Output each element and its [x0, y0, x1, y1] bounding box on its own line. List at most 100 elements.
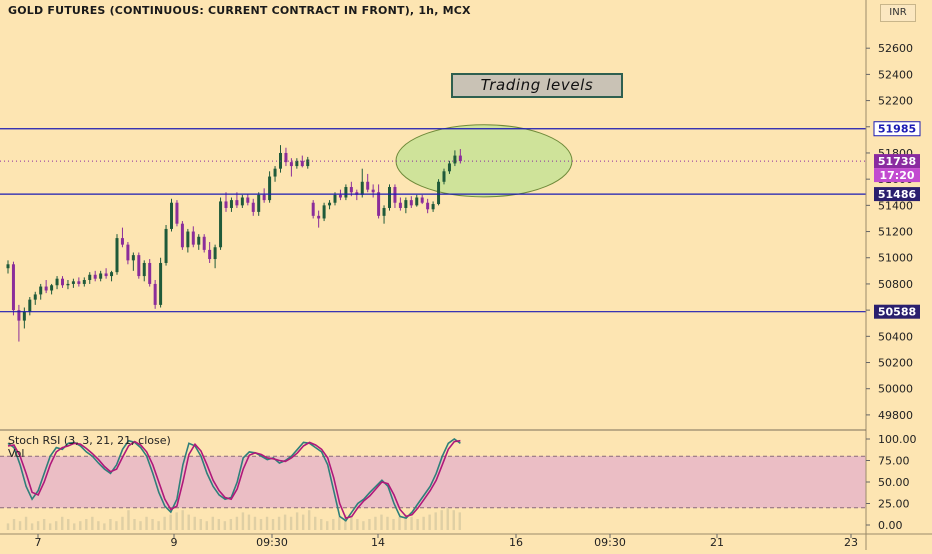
- candle-body[interactable]: [202, 236, 206, 250]
- candle-body[interactable]: [17, 310, 21, 321]
- candle-body[interactable]: [366, 181, 370, 190]
- candle-body[interactable]: [170, 202, 173, 229]
- candle-body[interactable]: [71, 281, 75, 284]
- candle-body[interactable]: [104, 273, 108, 277]
- candle-body[interactable]: [28, 299, 32, 312]
- volume-bar: [91, 516, 94, 530]
- candle-body[interactable]: [50, 285, 54, 291]
- candle-body[interactable]: [420, 197, 424, 203]
- candle-body[interactable]: [148, 262, 152, 284]
- candle-body[interactable]: [11, 264, 15, 311]
- candle-body[interactable]: [349, 187, 353, 193]
- candle-body[interactable]: [6, 264, 10, 269]
- candle-body[interactable]: [88, 274, 92, 281]
- candle-body[interactable]: [240, 197, 244, 206]
- time-tick-label: 09:30: [256, 536, 288, 549]
- candle-body[interactable]: [360, 181, 364, 195]
- candle-body[interactable]: [175, 202, 179, 224]
- indicator-tick-label: 75.00: [878, 455, 910, 468]
- candle-body[interactable]: [137, 255, 141, 277]
- candle-body[interactable]: [442, 171, 446, 182]
- candle-body[interactable]: [371, 189, 375, 193]
- candle-body[interactable]: [338, 194, 342, 198]
- candle-body[interactable]: [22, 311, 26, 321]
- volume-bar: [380, 514, 383, 530]
- candle-body[interactable]: [409, 200, 413, 206]
- candle-body[interactable]: [246, 197, 250, 203]
- candle-body[interactable]: [415, 197, 419, 206]
- candle-body[interactable]: [306, 159, 310, 167]
- candle-body[interactable]: [66, 283, 70, 286]
- candle-body[interactable]: [126, 244, 130, 261]
- candle-body[interactable]: [131, 255, 135, 261]
- candle-body[interactable]: [447, 163, 451, 172]
- candle-body[interactable]: [289, 162, 293, 167]
- candle-body[interactable]: [333, 194, 337, 203]
- candle-body[interactable]: [437, 181, 441, 205]
- stoch-rsi-label[interactable]: Stoch RSI (3, 3, 21, 21, close): [8, 434, 171, 447]
- volume-label[interactable]: Vol: [8, 447, 25, 460]
- candle-body[interactable]: [322, 205, 326, 219]
- candle-body[interactable]: [224, 201, 228, 208]
- candle-body[interactable]: [388, 187, 391, 208]
- candle-body[interactable]: [93, 274, 97, 279]
- trading-levels-annotation[interactable]: Trading levels: [451, 73, 623, 98]
- candle-body[interactable]: [99, 273, 103, 279]
- candle-body[interactable]: [458, 155, 462, 162]
- price-tick-label: 50800: [878, 278, 913, 291]
- candle-body[interactable]: [82, 280, 86, 284]
- candle-body[interactable]: [142, 262, 146, 277]
- candle-body[interactable]: [219, 201, 223, 248]
- candle-body[interactable]: [110, 272, 114, 277]
- candle-body[interactable]: [328, 202, 332, 206]
- candle-body[interactable]: [344, 187, 348, 198]
- candle-body[interactable]: [229, 200, 233, 208]
- indicator-tick-label: 100.00: [878, 433, 917, 446]
- candle-body[interactable]: [382, 207, 386, 216]
- candle-body[interactable]: [115, 238, 119, 273]
- candle-body[interactable]: [159, 262, 163, 305]
- candle-body[interactable]: [213, 247, 217, 260]
- candle-body[interactable]: [268, 176, 272, 201]
- candle-body[interactable]: [186, 231, 190, 248]
- candle-body[interactable]: [431, 204, 435, 210]
- candle-body[interactable]: [153, 283, 157, 305]
- candle-body[interactable]: [257, 194, 261, 212]
- time-tick-label: 09:30: [594, 536, 626, 549]
- candle-body[interactable]: [377, 192, 381, 216]
- candle-body[interactable]: [44, 286, 48, 291]
- candle-body[interactable]: [120, 238, 124, 245]
- candle-body[interactable]: [235, 200, 239, 206]
- candle-body[interactable]: [39, 286, 43, 295]
- candle-body[interactable]: [273, 168, 277, 177]
- candle-body[interactable]: [426, 202, 430, 210]
- volume-bar: [416, 519, 419, 530]
- candle-body[interactable]: [393, 187, 397, 203]
- volume-bar: [271, 519, 275, 530]
- currency-badge[interactable]: INR: [880, 4, 916, 22]
- candle-body[interactable]: [191, 231, 195, 245]
- candle-body[interactable]: [180, 223, 184, 248]
- candle-body[interactable]: [55, 278, 59, 286]
- candle-body[interactable]: [311, 202, 315, 216]
- candle-body[interactable]: [398, 202, 402, 208]
- candle-body[interactable]: [61, 278, 64, 286]
- candle-body[interactable]: [317, 215, 321, 219]
- candle-body[interactable]: [208, 249, 212, 260]
- candle-body[interactable]: [295, 160, 299, 167]
- candle-body[interactable]: [284, 152, 288, 163]
- candle-body[interactable]: [262, 194, 266, 201]
- candle-body[interactable]: [77, 281, 81, 284]
- stoch-series-line[interactable]: [7, 439, 461, 520]
- candle-body[interactable]: [404, 200, 408, 208]
- candle-body[interactable]: [164, 228, 168, 263]
- candle-body[interactable]: [251, 202, 255, 212]
- candle-body[interactable]: [33, 294, 37, 300]
- candle-body[interactable]: [197, 236, 201, 245]
- volume-bar: [404, 514, 407, 530]
- price-label-box: [874, 168, 920, 183]
- candle-body[interactable]: [453, 155, 457, 164]
- volume-bar: [175, 512, 178, 530]
- candle-body[interactable]: [300, 160, 304, 167]
